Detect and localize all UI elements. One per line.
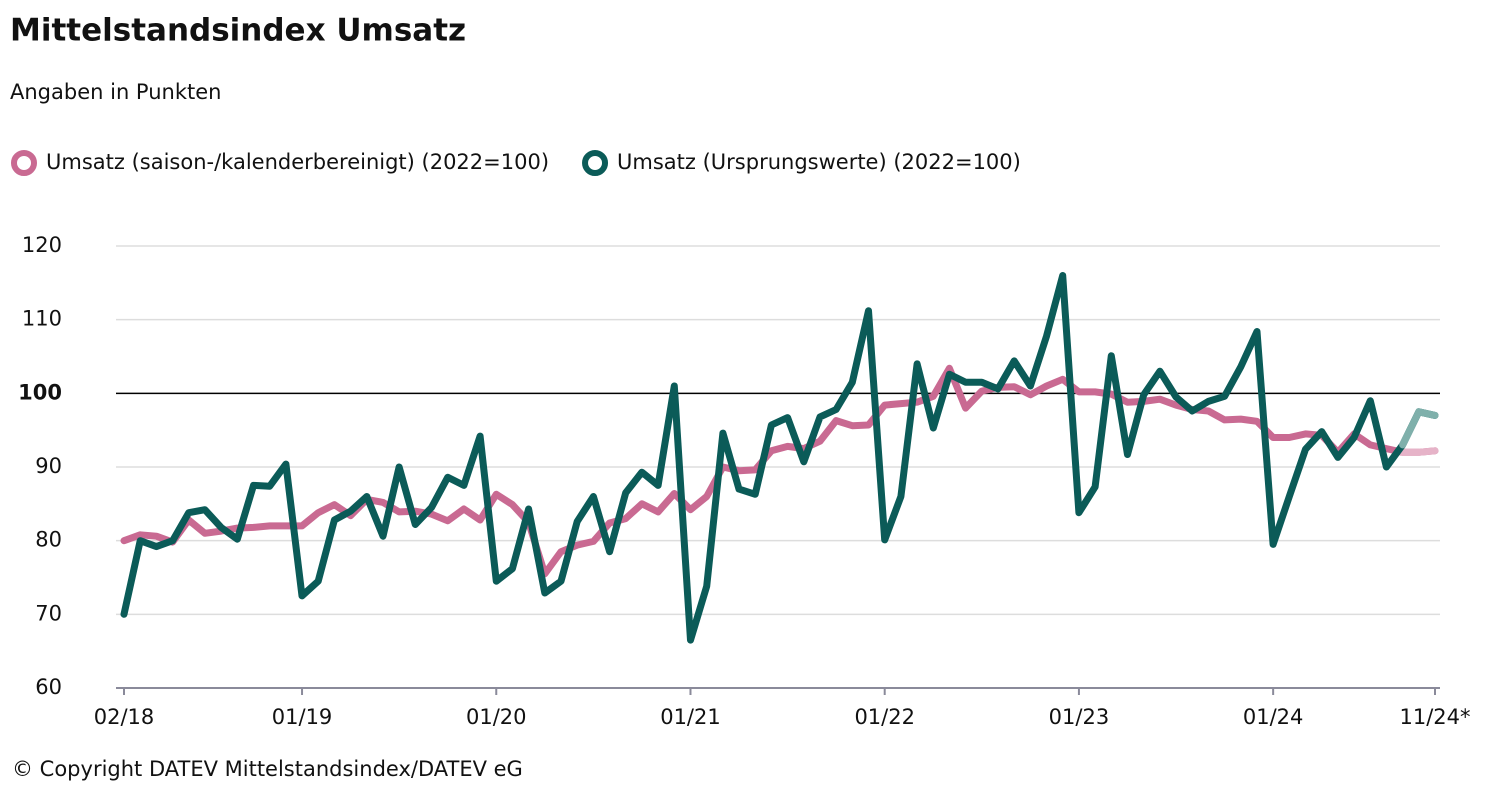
x-tick-label: 01/19: [272, 705, 333, 729]
x-tick-label: 02/18: [94, 705, 155, 729]
footer: © Copyright DATEV Mittelstandsindex/DATE…: [12, 757, 523, 781]
legend-marker: [582, 150, 609, 176]
y-tick-label: 90: [35, 454, 62, 478]
y-tick-label: 60: [35, 675, 62, 699]
legend-label: Umsatz (saison-/kalenderbereinigt) (2022…: [46, 150, 549, 174]
faded-segment: [1399, 408, 1439, 449]
legend-label: Umsatz (Ursprungswerte) (2022=100): [617, 150, 1021, 174]
data-line: [120, 364, 1439, 578]
legend: Umsatz (saison-/kalenderbereinigt) (2022…: [11, 150, 1021, 176]
faded-segment: [1399, 447, 1439, 456]
data-line: [120, 272, 1439, 644]
y-tick-label: 80: [35, 528, 62, 552]
y-tick-label: 110: [22, 307, 62, 331]
legend-marker: [11, 150, 37, 176]
chart-subtitle: Angaben in Punkten: [10, 80, 221, 104]
x-tick-label: 01/24: [1243, 705, 1304, 729]
x-tick-label: 01/23: [1049, 705, 1110, 729]
x-tick-label: 01/22: [854, 705, 915, 729]
y-tick-label: 70: [35, 601, 62, 625]
x-tick-label: 01/21: [660, 705, 721, 729]
y-tick-label: 100: [18, 380, 62, 404]
y-tick-label: 120: [22, 233, 62, 257]
x-tick-label: 11/24*: [1399, 705, 1470, 729]
x-tick-label: 01/20: [466, 705, 527, 729]
chart-title: Mittelstandsindex Umsatz: [10, 13, 466, 49]
